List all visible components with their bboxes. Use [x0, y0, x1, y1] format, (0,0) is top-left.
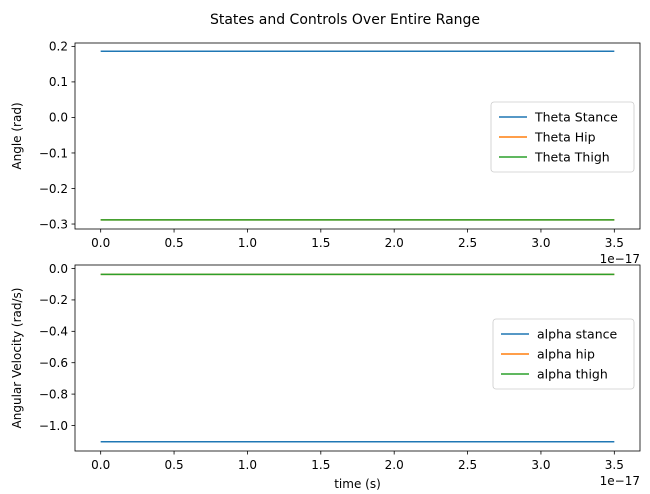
y-tick-label: 0.0 [49, 111, 68, 125]
legend-entry: alpha stance [537, 327, 617, 342]
legend-entry: Theta Thigh [534, 150, 610, 165]
x-tick-label: 2.5 [458, 458, 477, 472]
x-tick-label: 0.5 [165, 236, 184, 250]
x-tick-label: 3.0 [531, 458, 550, 472]
legend: alpha stance alpha hip alpha thigh [492, 318, 635, 390]
x-tick-label: 3.0 [531, 236, 550, 250]
angle-axes-frame [74, 42, 641, 230]
velocity-axes-frame [74, 264, 641, 452]
x-tick-label: 2.0 [385, 458, 404, 472]
x-tick-label: 0.0 [91, 236, 110, 250]
legend-entry: alpha thigh [537, 367, 608, 382]
y-tick-label: −0.8 [39, 387, 68, 401]
y-tick-label: −0.6 [39, 356, 68, 370]
x-tick-label: 1.0 [238, 236, 257, 250]
y-tick-label: −0.4 [39, 325, 68, 339]
legend-entry: Theta Stance [534, 110, 618, 125]
x-tick-label: 3.5 [605, 458, 624, 472]
velocity-axes: 0.0 0.5 1.0 1.5 2.0 2.5 3.0 3.5 −1.0 −0.8 −0.6 −0.4… [10, 262, 641, 491]
legend: Theta Stance Theta Hip Theta Thigh [490, 101, 635, 173]
y-tick-label: 0.1 [49, 75, 68, 89]
y-tick-label: −0.3 [39, 217, 68, 231]
plots: 0.0 0.5 1.0 1.5 2.0 2.5 3.0 3.5−0.3−0.2−0.10.00… [10, 40, 641, 491]
x-tick-label: 0.5 [165, 458, 184, 472]
x-tick-label: 3.5 [605, 236, 624, 250]
y-tick-label: −0.2 [39, 293, 68, 307]
x-tick-label: 1.5 [311, 458, 330, 472]
legend-entry: alpha hip [537, 347, 595, 362]
figure-title: States and Controls Over Entire Range [210, 12, 480, 28]
y-tick-label: −0.2 [39, 182, 68, 196]
y-tick-label: −0.1 [39, 146, 68, 160]
y-tick-label: 0.2 [49, 40, 68, 54]
x-tick-label: 1.5 [311, 236, 330, 250]
y-axis-label: Angular Velocity (rad/s) [10, 288, 24, 429]
y-tick-label: 0.0 [49, 262, 68, 276]
legend-frame [492, 318, 635, 390]
x-axis-label: time (s) [334, 477, 381, 491]
angle-axes: 0.0 0.5 1.0 1.5 2.0 2.5 3.0 3.5 −0.3 −0.2 −0.1 0.0 0… [10, 40, 641, 266]
y-axis-label: Angle (rad) [10, 102, 24, 169]
x-offset-label: 1e−17 [600, 474, 640, 488]
y-tick-label: −1.0 [39, 419, 68, 433]
x-offset-label: 1e−17 [600, 252, 640, 266]
x-tick-label: 2.0 [385, 236, 404, 250]
legend-entry: Theta Hip [534, 130, 596, 145]
x-tick-label: 0.0 [91, 458, 110, 472]
legend-frame [490, 101, 635, 173]
x-tick-label: 1.0 [238, 458, 257, 472]
x-tick-label: 2.5 [458, 236, 477, 250]
